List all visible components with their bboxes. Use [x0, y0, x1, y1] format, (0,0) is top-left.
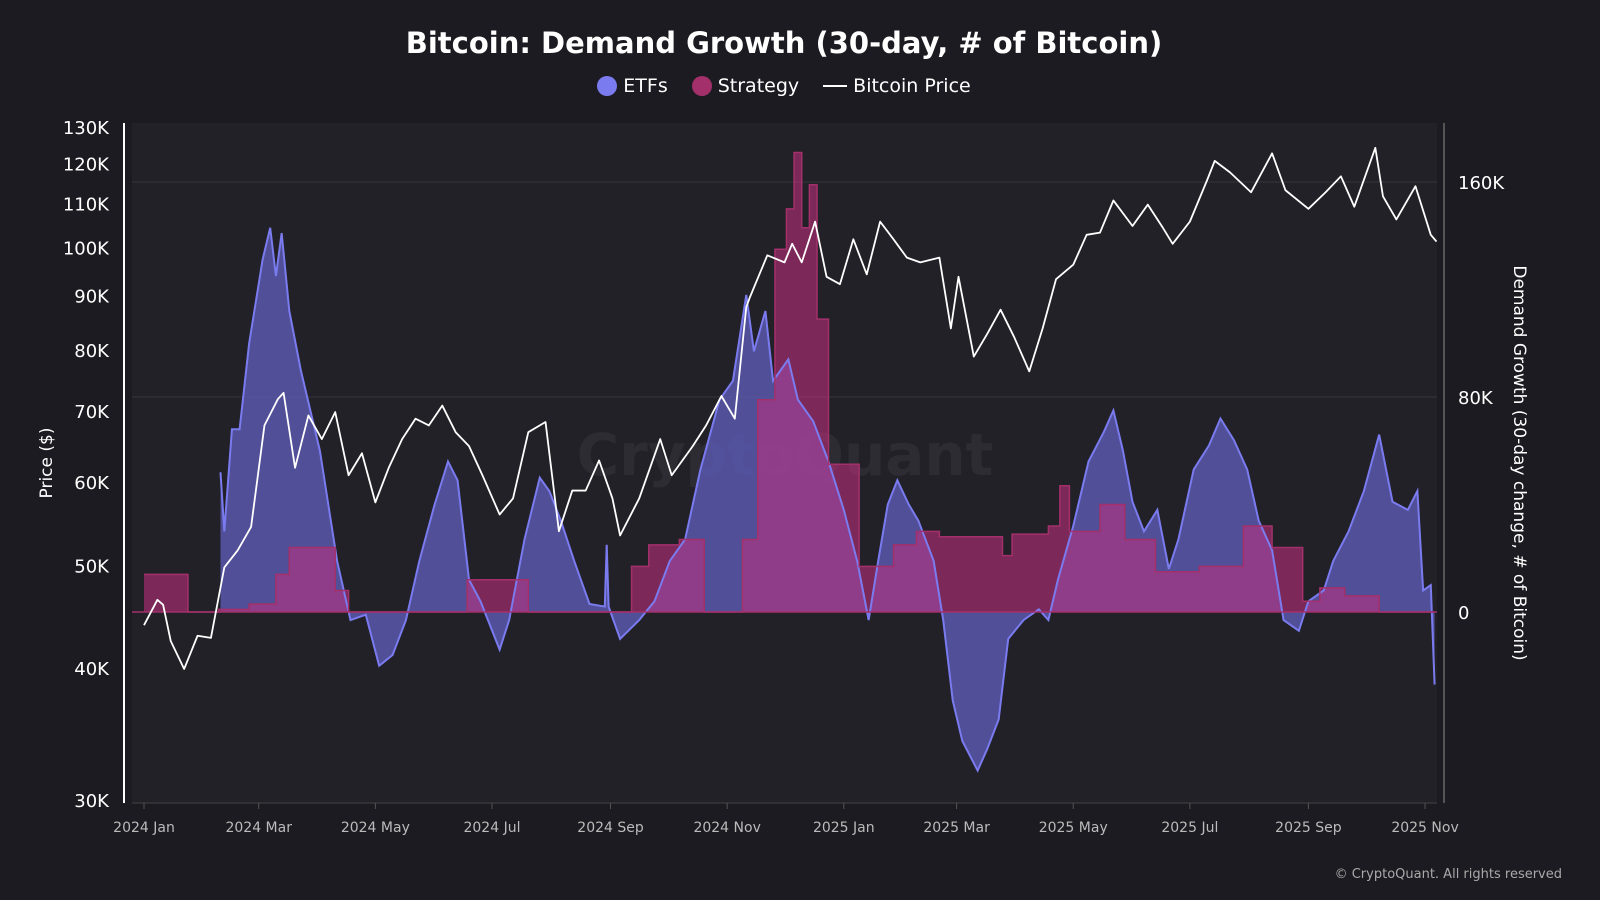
y-right-tick-label: 0: [1458, 603, 1469, 624]
strategy-marker-icon: [691, 76, 712, 96]
line-marker-icon: [823, 85, 848, 87]
legend-item-etfs[interactable]: ETFs: [597, 75, 668, 97]
y-left-tick-label: 60K: [74, 473, 110, 494]
chart-title: Bitcoin: Demand Growth (30-day, # of Bit…: [405, 26, 1163, 60]
x-tick-label: 2024 Sep: [577, 820, 644, 836]
x-tick-label: 2025 Nov: [1391, 820, 1458, 836]
y-right-tick-label: 80K: [1458, 388, 1494, 409]
legend-label: Strategy: [717, 75, 800, 97]
strategy-area: [144, 152, 1435, 612]
bitcoin-price-line: [143, 146, 1438, 670]
left-axis-label: Price ($): [37, 428, 57, 499]
y-left-tick-label: 80K: [74, 341, 110, 362]
y-left-tick-label: 50K: [74, 557, 110, 578]
y-left-tick-label: 100K: [63, 238, 110, 259]
y-left-tick-label: 120K: [63, 155, 110, 176]
y-right-tick-label: 160K: [1458, 173, 1505, 194]
legend-item-bitcoin-price[interactable]: Bitcoin Price: [823, 75, 971, 97]
x-tick-label: 2025 Mar: [923, 820, 990, 836]
legend-label: ETFs: [623, 75, 668, 97]
etfs-marker-icon: [597, 76, 618, 96]
y-left-tick-label: 110K: [63, 195, 110, 216]
legend-label: Bitcoin Price: [853, 75, 971, 97]
y-left-tick-label: 70K: [74, 402, 110, 423]
right-axis-label: Demand Growth (30-day change, # of Bitco…: [1509, 265, 1529, 660]
etfs-line: [219, 227, 1436, 773]
copyright: © CryptoQuant. All rights reserved: [1334, 867, 1562, 882]
y-left-tick-label: 30K: [74, 791, 110, 812]
legend: ETFs Strategy Bitcoin Price: [0, 75, 1568, 97]
legend-item-strategy[interactable]: Strategy: [691, 75, 800, 97]
x-tick-label: 2025 Jul: [1161, 820, 1218, 836]
y-left-tick-label: 90K: [74, 287, 110, 308]
x-tick-label: 2025 May: [1039, 820, 1108, 836]
strategy-line: [144, 151, 1435, 613]
x-tick-label: 2024 May: [341, 820, 410, 836]
y-left-tick-label: 40K: [74, 659, 110, 680]
y-left-tick-label: 130K: [63, 118, 110, 139]
x-tick-label: 2024 Nov: [693, 820, 760, 836]
x-tick-label: 2024 Mar: [225, 820, 292, 836]
x-tick-label: 2024 Jul: [463, 820, 520, 836]
x-tick-label: 2025 Jan: [813, 820, 875, 836]
x-tick-label: 2024 Jan: [113, 820, 175, 836]
x-tick-label: 2025 Sep: [1275, 820, 1342, 836]
